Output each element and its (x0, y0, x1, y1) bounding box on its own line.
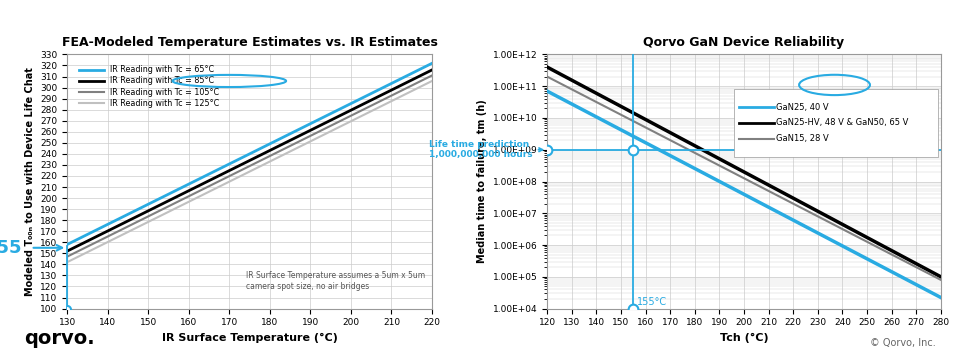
Text: IR Reading with Tc = 125°C: IR Reading with Tc = 125°C (109, 99, 219, 107)
Title: Qorvo GaN Device Reliability: Qorvo GaN Device Reliability (643, 36, 845, 49)
Text: IR Reading with Tc = 85°C: IR Reading with Tc = 85°C (109, 77, 214, 85)
Text: IR Surface Temperature assumes a 5um x 5um
camera spot size, no air bridges: IR Surface Temperature assumes a 5um x 5… (246, 272, 424, 291)
Y-axis label: Median time to failure, tm (h): Median time to failure, tm (h) (477, 99, 487, 264)
Text: GaN25-HV, 48 V & GaN50, 65 V: GaN25-HV, 48 V & GaN50, 65 V (776, 118, 908, 127)
Text: IR Reading with Tc = 105°C: IR Reading with Tc = 105°C (109, 87, 219, 97)
Text: Life time prediction
1,000,000,000 hours: Life time prediction 1,000,000,000 hours (429, 140, 542, 159)
FancyBboxPatch shape (734, 89, 938, 157)
Text: GaN25, 40 V: GaN25, 40 V (776, 103, 828, 111)
Text: © Qorvo, Inc.: © Qorvo, Inc. (871, 338, 936, 348)
Text: 155: 155 (0, 239, 23, 257)
X-axis label: IR Surface Temperature (°C): IR Surface Temperature (°C) (161, 333, 338, 343)
Text: IR Reading with Tc = 65°C: IR Reading with Tc = 65°C (109, 65, 214, 74)
Y-axis label: Modeled T₀₀ₙ to Use with Device Life Chat: Modeled T₀₀ₙ to Use with Device Life Cha… (25, 67, 35, 296)
Title: FEA-Modeled Temperature Estimates vs. IR Estimates: FEA-Modeled Temperature Estimates vs. IR… (61, 36, 438, 49)
Text: qorvo.: qorvo. (24, 330, 95, 348)
Text: 155°C: 155°C (637, 297, 667, 307)
Text: GaN15, 28 V: GaN15, 28 V (776, 134, 828, 143)
X-axis label: Tch (°C): Tch (°C) (720, 333, 768, 343)
